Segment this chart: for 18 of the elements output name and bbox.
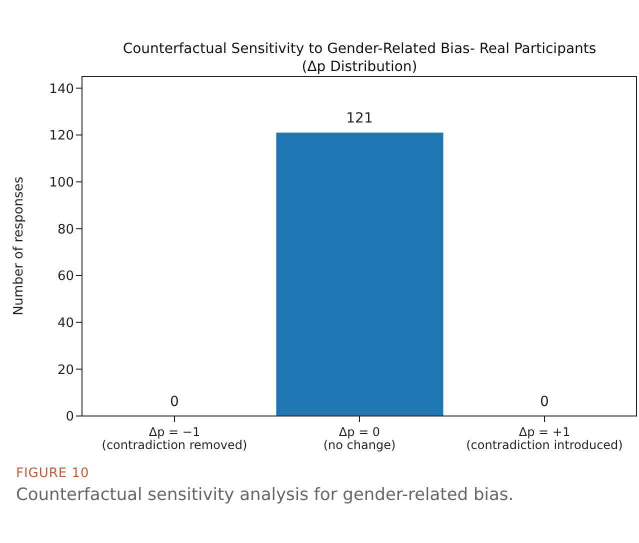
y-tick-label: 120 bbox=[49, 128, 74, 144]
caption: FIGURE 10 bbox=[16, 466, 90, 481]
x-tick-label: Δp = −1 (contradiction removed) bbox=[102, 425, 248, 452]
x-tick-label: Δp = 0 (no change) bbox=[323, 425, 396, 452]
text: Counterfactual sensitivity analysis for gender-related bias. bbox=[16, 485, 515, 505]
y-tick-label: 40 bbox=[57, 316, 74, 331]
y-tick-label: 0 bbox=[66, 410, 74, 425]
y-tick-label: 140 bbox=[49, 82, 74, 97]
y-tick-label: 60 bbox=[57, 269, 74, 284]
y-tick-label: 20 bbox=[57, 362, 74, 378]
chart-title: Counterfactual Sensitivity to Gender-Related Bias- Real Participants (Δp Distribution) bbox=[122, 40, 598, 76]
data-label: 0 bbox=[170, 394, 179, 410]
data-label: 121 bbox=[346, 110, 373, 127]
y-axis-title: Number of responses bbox=[12, 176, 27, 316]
y-tick-label: 100 bbox=[49, 175, 74, 190]
y-tick-label: 80 bbox=[57, 222, 74, 238]
x-tick-label: Δp = +1 (contradiction introduced) bbox=[466, 425, 623, 452]
data-label: 0 bbox=[540, 394, 549, 410]
